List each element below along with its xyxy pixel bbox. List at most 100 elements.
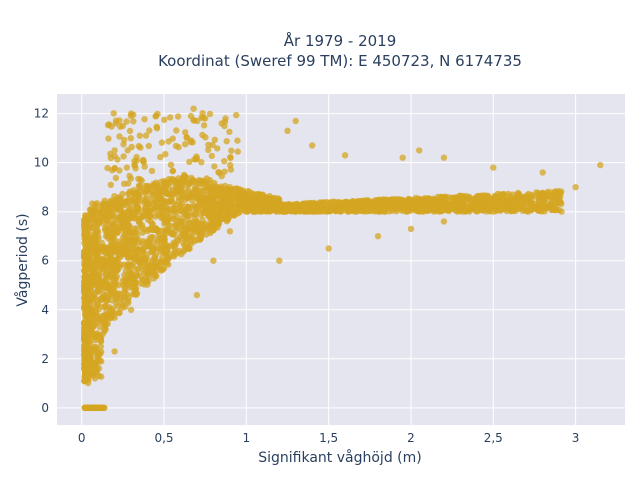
data-point: [234, 137, 241, 144]
data-point: [200, 178, 207, 185]
data-point: [81, 356, 88, 363]
data-point: [124, 147, 131, 154]
data-point: [274, 205, 281, 213]
data-point: [91, 206, 98, 213]
data-point: [550, 193, 557, 201]
data-point: [448, 194, 456, 201]
data-point: [130, 118, 137, 125]
data-point: [128, 271, 135, 278]
data-point: [102, 272, 110, 279]
data-point: [154, 182, 161, 189]
data-point: [135, 183, 143, 190]
data-point: [221, 198, 228, 205]
data-point: [100, 256, 107, 264]
x-axis-title: Signifikant våghöjd (m): [258, 449, 421, 466]
data-point: [539, 199, 547, 206]
data-point: [167, 161, 175, 168]
x-tick-label: 1,5: [319, 431, 338, 445]
data-point: [218, 120, 225, 127]
data-point: [102, 266, 109, 273]
data-point: [226, 128, 233, 135]
data-point: [141, 188, 148, 195]
data-point: [119, 122, 127, 130]
data-point: [129, 290, 137, 298]
data-point: [223, 138, 230, 145]
data-point: [237, 195, 244, 202]
data-point: [522, 195, 529, 202]
data-point: [179, 193, 187, 200]
data-point: [379, 204, 387, 212]
data-point: [111, 165, 118, 172]
data-point: [399, 197, 406, 204]
data-point: [141, 116, 148, 123]
data-point: [208, 152, 215, 160]
data-point: [186, 245, 193, 252]
data-point: [121, 136, 128, 144]
data-point: [150, 234, 157, 241]
data-point: [194, 221, 202, 228]
data-point: [149, 244, 157, 251]
data-point: [94, 301, 101, 309]
data-point: [187, 138, 194, 146]
data-point: [424, 201, 431, 208]
data-point: [206, 177, 214, 184]
data-point: [145, 142, 152, 150]
data-point: [98, 295, 105, 302]
x-tick-label: 2: [407, 431, 415, 445]
data-point: [295, 207, 302, 214]
data-point: [120, 153, 127, 160]
data-point: [413, 203, 420, 210]
y-tick-labels: 0 2 4 6 8 10 12: [34, 107, 49, 415]
data-point: [94, 221, 101, 228]
data-point: [212, 189, 220, 196]
data-point: [163, 247, 171, 255]
data-point: [90, 253, 97, 261]
y-tick-label: 8: [41, 205, 49, 219]
y-tick-label: 4: [41, 303, 49, 317]
data-point: [180, 213, 187, 221]
data-point: [94, 335, 102, 342]
data-point: [85, 236, 93, 243]
data-point: [125, 229, 132, 236]
data-point: [121, 261, 128, 268]
data-point: [134, 231, 141, 238]
data-point: [127, 110, 135, 117]
data-point: [364, 199, 372, 207]
data-point: [84, 305, 91, 312]
data-point: [539, 191, 546, 198]
data-point: [86, 355, 94, 362]
data-point: [346, 204, 353, 211]
data-point: [112, 174, 120, 182]
data-point: [552, 206, 559, 213]
data-point: [107, 154, 115, 162]
data-point: [190, 105, 197, 112]
y-tick-label: 12: [34, 107, 49, 121]
data-point: [233, 111, 240, 119]
data-point: [110, 267, 117, 274]
data-point: [227, 161, 234, 169]
data-point: [198, 159, 205, 166]
data-point: [144, 182, 151, 190]
data-point: [211, 203, 218, 210]
data-point: [280, 208, 287, 215]
data-point: [86, 260, 94, 267]
data-point: [539, 203, 547, 211]
data-point: [169, 250, 176, 257]
data-point: [516, 195, 523, 202]
data-point: [96, 323, 104, 331]
data-point: [459, 208, 466, 215]
data-point: [479, 199, 487, 206]
data-point: [442, 195, 449, 202]
data-point: [370, 197, 378, 205]
data-point: [108, 246, 116, 253]
data-point: [182, 141, 189, 148]
data-point: [132, 165, 139, 172]
data-point: [101, 197, 109, 204]
data-point: [153, 199, 160, 206]
data-point: [478, 193, 485, 200]
data-point: [136, 132, 143, 139]
data-point: [101, 328, 108, 335]
data-point: [144, 216, 152, 223]
data-point: [202, 203, 209, 210]
data-point: [83, 213, 90, 220]
